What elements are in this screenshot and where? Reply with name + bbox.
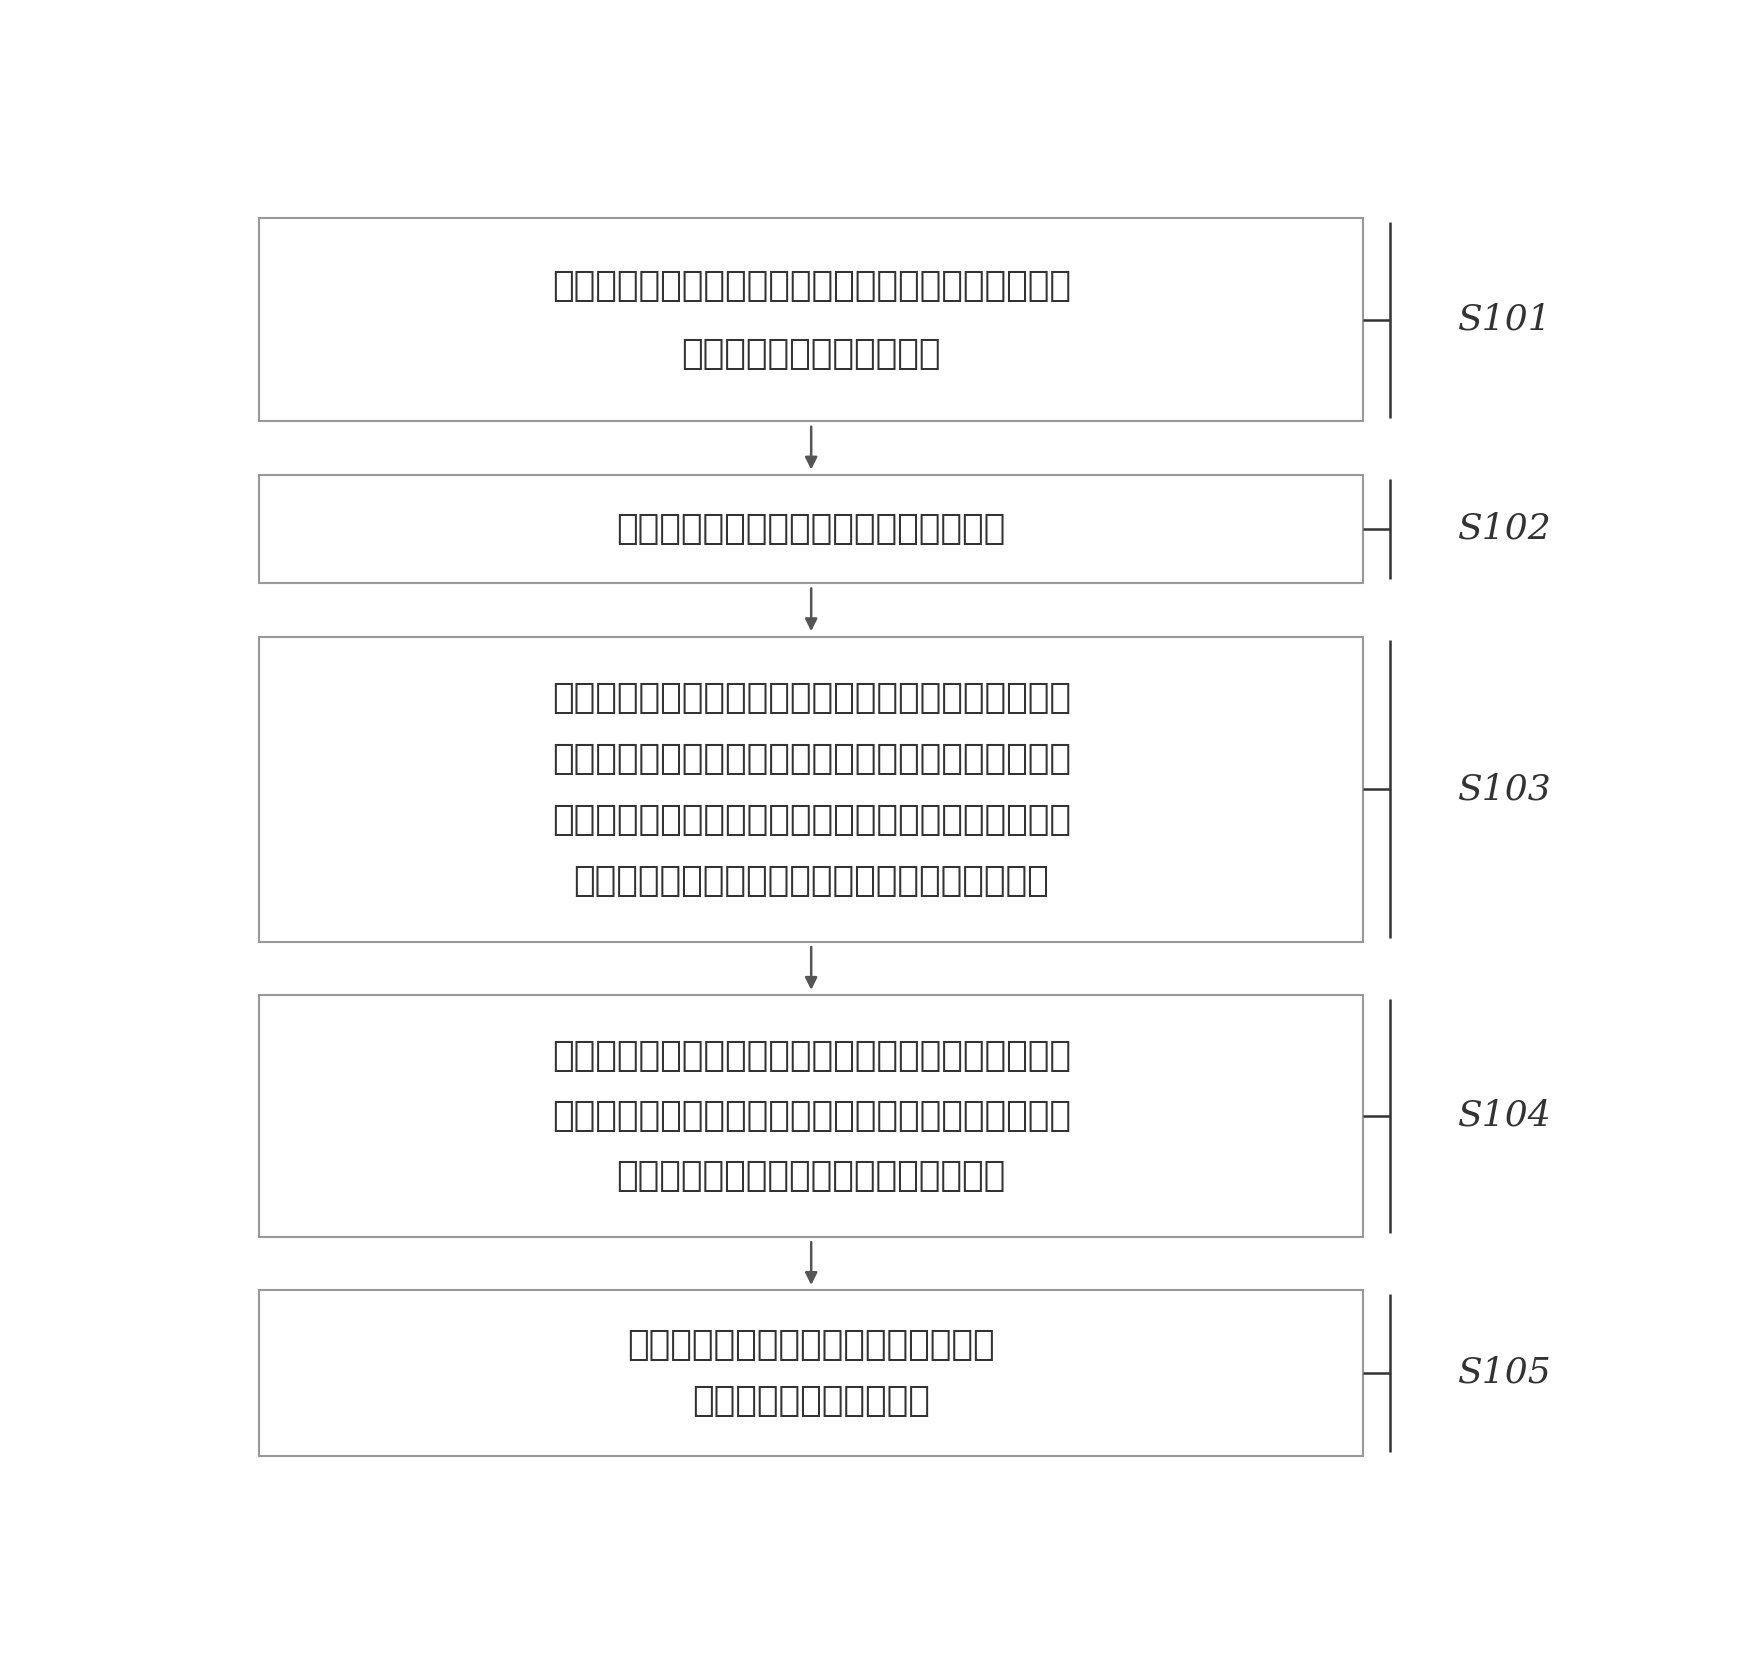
Text: 化的刻蚀，形成贯穿所述介质层的第一通孔，所述第一: 化的刻蚀，形成贯穿所述介质层的第一通孔，所述第一 (552, 742, 1072, 775)
FancyBboxPatch shape (259, 1291, 1363, 1455)
Text: 金属层表面形成磁性隧道结: 金属层表面形成磁性隧道结 (682, 336, 940, 371)
FancyBboxPatch shape (259, 636, 1363, 941)
Text: 的第一阻挡层的表面尺寸大于所述第一通孔的尺寸: 的第一阻挡层的表面尺寸大于所述第一通孔的尺寸 (573, 863, 1049, 898)
FancyBboxPatch shape (259, 476, 1363, 583)
Text: 所述第二通孔暴露出所述磁性隧道结表面: 所述第二通孔暴露出所述磁性隧道结表面 (617, 1160, 1005, 1193)
FancyBboxPatch shape (259, 219, 1363, 421)
Text: S104: S104 (1458, 1099, 1552, 1133)
Text: S101: S101 (1458, 303, 1552, 336)
Text: S102: S102 (1458, 512, 1552, 545)
Text: S103: S103 (1458, 772, 1552, 805)
Text: 为掩膜，对所述第一阻挡层进行刻蚀，形成第二通孔，: 为掩膜，对所述第一阻挡层进行刻蚀，形成第二通孔， (552, 1099, 1072, 1133)
Text: 在所述阻挡层表面形成介质层，对所述介质层进行图形: 在所述阻挡层表面形成介质层，对所述介质层进行图形 (552, 681, 1072, 714)
Text: 除去所述聚合物，在除去所述聚合物的: 除去所述聚合物，在除去所述聚合物的 (628, 1329, 995, 1362)
Text: 在所述基底和磁性隧道结表面形成阻挡层: 在所述基底和磁性隧道结表面形成阻挡层 (617, 512, 1005, 545)
Text: 提供基底，在所述基底内形成互连金属层，在所述互连: 提供基底，在所述基底内形成互连金属层，在所述互连 (552, 268, 1072, 303)
FancyBboxPatch shape (259, 996, 1363, 1236)
Text: S105: S105 (1458, 1355, 1552, 1390)
Text: 通孔暴露出所述阻挡层表面，位于所述磁性隧道结表面: 通孔暴露出所述阻挡层表面，位于所述磁性隧道结表面 (552, 802, 1072, 837)
Text: 在所述第一通孔的侧壁表面形成聚合物，以所述聚合物: 在所述第一通孔的侧壁表面形成聚合物，以所述聚合物 (552, 1039, 1072, 1072)
Text: 第二通孔内形成导电插塞: 第二通孔内形成导电插塞 (692, 1384, 930, 1417)
